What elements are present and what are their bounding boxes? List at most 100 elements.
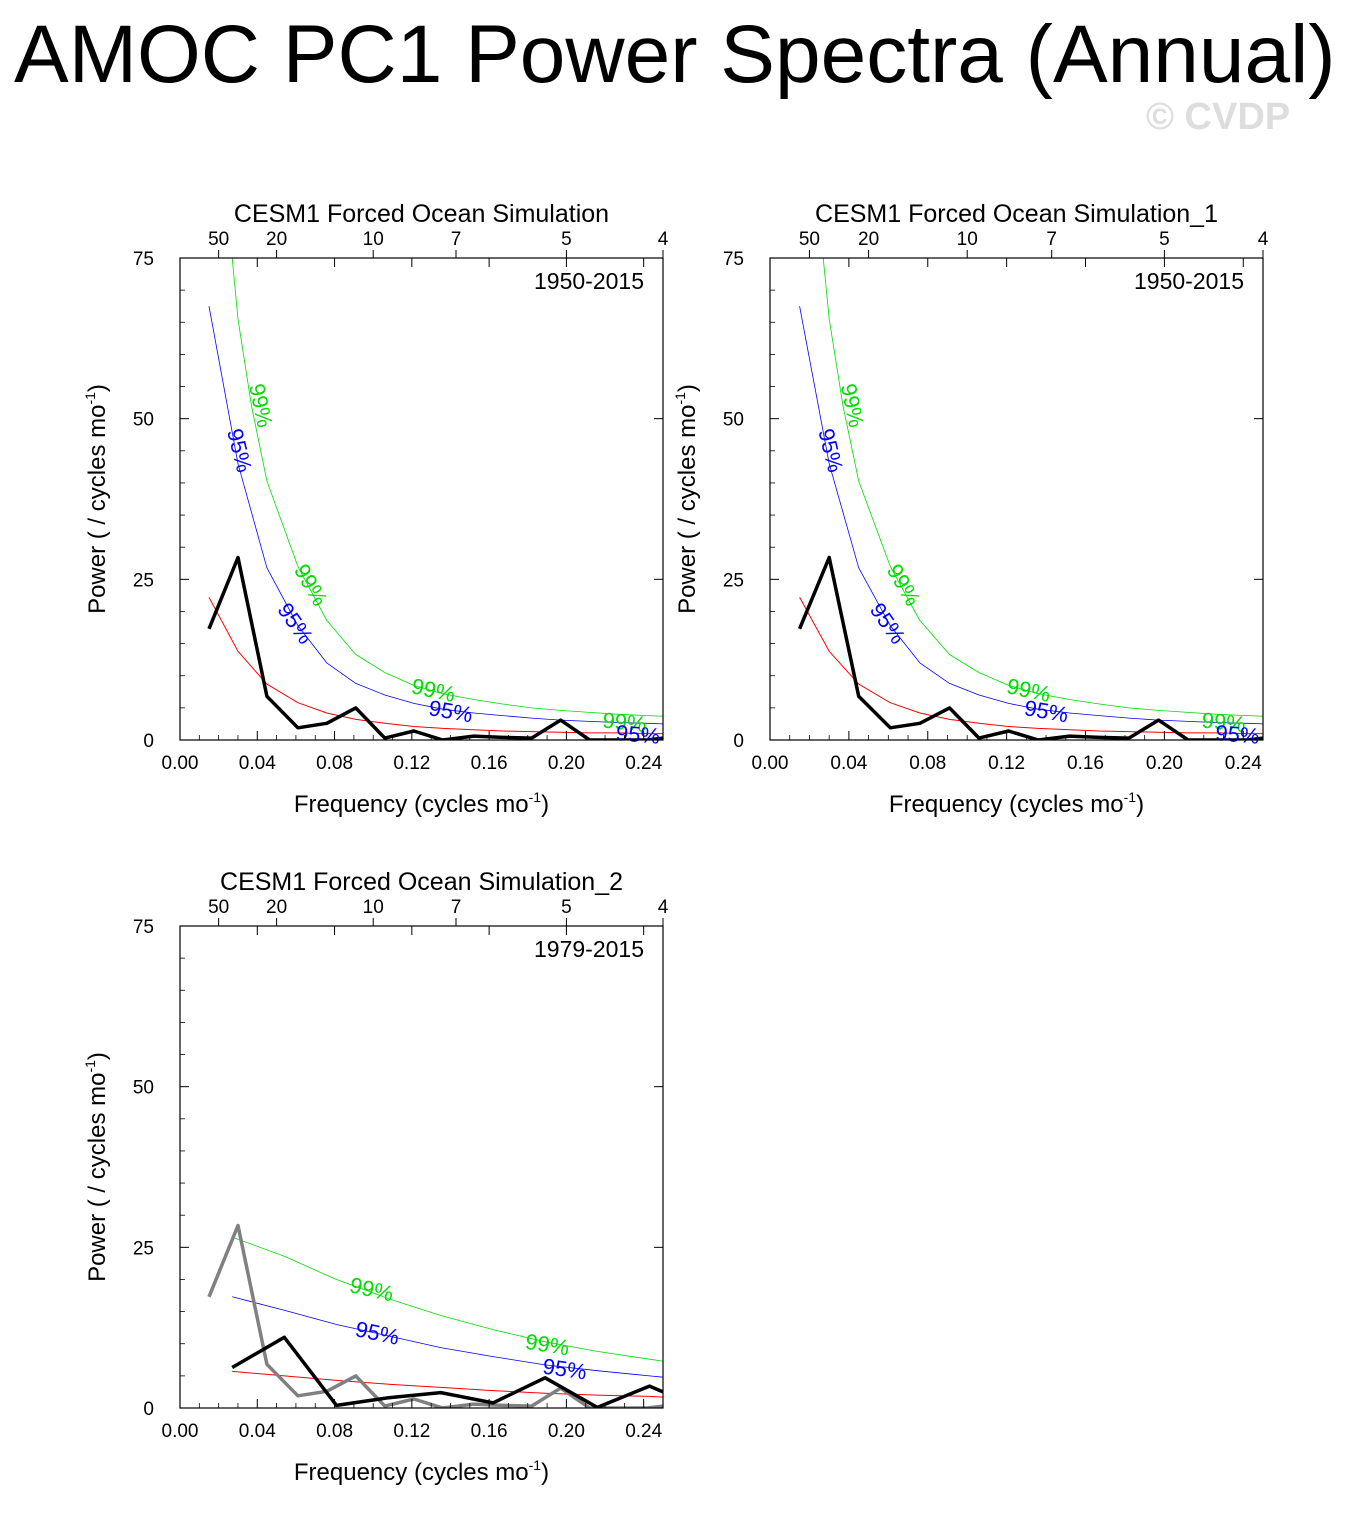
x-tick-label: 0.04 xyxy=(239,1421,276,1442)
y-tick-label: 75 xyxy=(133,917,154,938)
period-tick-label: 10 xyxy=(957,229,978,250)
x-tick-label: 0.24 xyxy=(1225,753,1262,774)
period-tick-label: 20 xyxy=(266,229,287,250)
series-conf99 xyxy=(232,1236,663,1362)
y-tick-label: 0 xyxy=(143,731,154,752)
period-tick-label: 50 xyxy=(208,897,229,918)
y-axis-label: Power ( / cycles mo-1) xyxy=(82,384,111,614)
spectrum-panel-3: 99%95% 99%95%0.00 0.04 0.08 0.12 0.16 0.20 0.24… xyxy=(82,868,669,1486)
series-curve xyxy=(231,1335,663,1408)
confidence-label-conf95: 95% xyxy=(353,1316,401,1350)
series-group xyxy=(207,258,663,740)
panel-title: CESM1 Forced Ocean Simulation xyxy=(234,200,609,228)
x-axis-label: Frequency (cycles mo-1) xyxy=(889,789,1144,818)
x-tick-label: 0.16 xyxy=(471,753,508,774)
confidence-label-conf95: 95% xyxy=(1023,695,1071,727)
period-tick-label: 20 xyxy=(266,897,287,918)
x-tick-label: 0.08 xyxy=(316,753,353,774)
panel-title: CESM1 Forced Ocean Simulation_1 xyxy=(815,200,1218,228)
x-tick-label: 0.00 xyxy=(162,1421,199,1442)
confidence-label-conf99: 99% xyxy=(1201,708,1247,737)
x-tick-label: 0.12 xyxy=(393,1421,430,1442)
series-conf95 xyxy=(208,306,663,725)
x-axis-label: Frequency (cycles mo-1) xyxy=(294,1457,549,1486)
period-label: 1950-2015 xyxy=(1134,268,1244,294)
period-tick-label: 20 xyxy=(858,229,879,250)
plot-frame xyxy=(179,925,664,1409)
y-tick-label: 0 xyxy=(143,1399,154,1420)
y-tick-label: 25 xyxy=(133,570,154,591)
series-curve xyxy=(207,555,663,740)
period-tick-label: 7 xyxy=(451,897,462,918)
series-reference xyxy=(207,1223,663,1408)
series-group xyxy=(207,1223,663,1408)
series-curve xyxy=(797,555,1263,740)
x-tick-label: 0.04 xyxy=(239,753,276,774)
y-axis-label: Power ( / cycles mo-1) xyxy=(672,384,701,614)
series-conf95 xyxy=(799,306,1263,725)
figure-title: AMOC PC1 Power Spectra (Annual) xyxy=(14,9,1336,100)
series-conf95 xyxy=(232,1296,663,1378)
y-tick-label: 50 xyxy=(133,410,154,431)
spectrum-panel-2: 99%95%99%95%99%95% 99%95%0.00 0.04 0.08 0.12… xyxy=(672,200,1269,818)
confidence-label-conf99: 99% xyxy=(601,708,647,737)
plot-frame xyxy=(179,257,664,741)
period-tick-label: 4 xyxy=(1258,229,1269,250)
period-tick-label: 50 xyxy=(799,229,820,250)
watermark: © CVDP xyxy=(1146,96,1291,138)
x-tick-label: 0.24 xyxy=(625,753,662,774)
period-tick-label: 4 xyxy=(658,229,669,250)
series-conf99 xyxy=(231,258,663,717)
y-tick-label: 50 xyxy=(133,1078,154,1099)
x-tick-label: 0.12 xyxy=(393,753,430,774)
confidence-label-conf95: 95% xyxy=(1214,720,1260,749)
x-tick-label: 0.12 xyxy=(988,753,1025,774)
series-red_noise xyxy=(799,597,1263,735)
period-label: 1979-2015 xyxy=(534,936,644,962)
x-tick-label: 0.20 xyxy=(1146,753,1183,774)
period-tick-label: 5 xyxy=(561,897,572,918)
confidence-label-conf99: 99% xyxy=(244,381,278,429)
x-axis-label: Frequency (cycles mo-1) xyxy=(294,789,549,818)
x-tick-label: 0.16 xyxy=(1067,753,1104,774)
series-group xyxy=(797,258,1263,740)
confidence-label-conf95: 95% xyxy=(222,426,257,475)
x-tick-label: 0.20 xyxy=(548,1421,585,1442)
period-tick-label: 10 xyxy=(363,897,384,918)
panel-title: CESM1 Forced Ocean Simulation_2 xyxy=(220,868,623,896)
period-tick-label: 7 xyxy=(451,229,462,250)
x-tick-label: 0.08 xyxy=(909,753,946,774)
period-tick-label: 50 xyxy=(208,229,229,250)
period-tick-label: 5 xyxy=(561,229,572,250)
x-tick-label: 0.04 xyxy=(830,753,867,774)
period-tick-label: 5 xyxy=(1159,229,1170,250)
plot-frame xyxy=(769,257,1264,741)
y-tick-label: 50 xyxy=(723,410,744,431)
series-red_noise xyxy=(208,597,663,735)
period-label: 1950-2015 xyxy=(534,268,644,294)
x-tick-label: 0.00 xyxy=(162,753,199,774)
y-axis-label: Power ( / cycles mo-1) xyxy=(82,1052,111,1282)
confidence-label-conf95: 95% xyxy=(813,426,848,475)
x-tick-label: 0.16 xyxy=(471,1421,508,1442)
y-tick-label: 25 xyxy=(723,570,744,591)
confidence-label-conf95: 95% xyxy=(427,695,475,727)
x-tick-label: 0.00 xyxy=(752,753,789,774)
period-tick-label: 10 xyxy=(363,229,384,250)
confidence-label-conf95: 95% xyxy=(541,1354,588,1385)
confidence-label-conf95: 95% xyxy=(615,720,661,749)
series-conf99 xyxy=(822,258,1263,717)
confidence-label-conf99: 99% xyxy=(347,1272,396,1306)
period-tick-label: 7 xyxy=(1046,229,1057,250)
y-tick-label: 0 xyxy=(733,731,744,752)
period-tick-label: 4 xyxy=(658,897,669,918)
y-tick-label: 75 xyxy=(133,249,154,270)
y-tick-label: 75 xyxy=(723,249,744,270)
confidence-label-conf99: 99% xyxy=(836,381,870,429)
x-tick-label: 0.24 xyxy=(625,1421,662,1442)
x-tick-label: 0.08 xyxy=(316,1421,353,1442)
spectrum-panel-1: 99%95%99%95%99%95% 99%95%0.00 0.04 0.08 0.12… xyxy=(82,200,669,818)
y-tick-label: 25 xyxy=(133,1238,154,1259)
x-tick-label: 0.20 xyxy=(548,753,585,774)
